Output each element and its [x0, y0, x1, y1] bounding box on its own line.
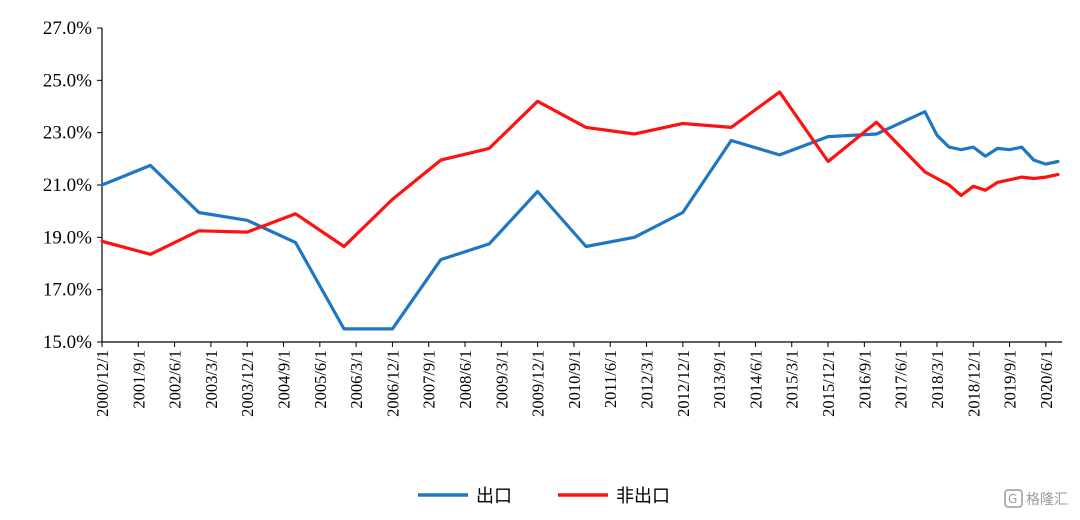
glh-logo-icon: G: [1004, 489, 1023, 508]
x-tick-label: 2014/6/1: [746, 350, 765, 409]
x-tick-label: 2003/12/1: [238, 350, 257, 417]
x-tick-label: 2002/6/1: [166, 350, 185, 409]
x-tick-label: 2020/6/1: [1037, 350, 1056, 409]
y-tick-label: 21.0%: [43, 175, 92, 196]
y-axis-ticks: 15.0% 17.0% 19.0% 21.0% 23.0% 25.0% 27.0%: [43, 18, 102, 353]
legend-label-0: 出口: [476, 486, 512, 507]
series-line-1: [100, 90, 1060, 256]
x-tick-label: 2017/6/1: [892, 350, 911, 409]
x-tick-label: 2007/9/1: [420, 350, 439, 409]
x-tick-label: 2018/3/1: [928, 350, 947, 409]
x-tick-label: 2012/3/1: [638, 350, 657, 409]
y-tick-label: 19.0%: [43, 227, 92, 248]
x-tick-label: 2006/3/1: [347, 350, 366, 409]
x-tick-label: 2015/12/1: [819, 350, 838, 417]
x-tick-label: 2008/6/1: [456, 350, 475, 409]
x-tick-label: 2004/9/1: [275, 350, 294, 409]
x-tick-label: 2009/3/1: [492, 350, 511, 409]
x-tick-label: 2019/9/1: [1001, 350, 1020, 409]
y-tick-label: 23.0%: [43, 123, 92, 144]
x-tick-label: 2011/6/1: [601, 350, 620, 408]
x-tick-label: 2001/9/1: [129, 350, 148, 409]
watermark: G 格隆汇: [1004, 489, 1068, 508]
x-tick-label: 2015/3/1: [783, 350, 802, 409]
x-tick-label: 2003/3/1: [202, 350, 221, 409]
legend-label-1: 非出口: [616, 486, 670, 507]
x-tick-label: 2018/12/1: [964, 350, 983, 417]
y-tick-label: 27.0%: [43, 18, 92, 39]
x-axis-ticks: 2000/12/1 2001/9/1 2002/6/1 2003/3/1 2003/12…: [93, 342, 1056, 417]
legend: 出口 非出口: [418, 486, 670, 507]
svg-text:G: G: [1008, 492, 1017, 506]
watermark-text: 格隆汇: [1026, 492, 1068, 508]
x-tick-label: 2006/12/1: [383, 350, 402, 417]
axes: [101, 28, 1062, 343]
series-line-0: [100, 110, 1060, 331]
y-tick-label: 25.0%: [43, 70, 92, 91]
y-tick-label: 15.0%: [43, 332, 92, 353]
y-tick-label: 17.0%: [43, 280, 92, 301]
x-tick-label: 2016/9/1: [855, 350, 874, 409]
x-tick-label: 2012/12/1: [674, 350, 693, 417]
x-tick-label: 2000/12/1: [93, 350, 112, 417]
x-tick-label: 2005/6/1: [311, 350, 330, 409]
x-tick-label: 2010/9/1: [565, 350, 584, 409]
x-tick-label: 2013/9/1: [710, 350, 729, 409]
x-tick-label: 2009/12/1: [529, 350, 548, 417]
series-lines: [100, 90, 1060, 331]
